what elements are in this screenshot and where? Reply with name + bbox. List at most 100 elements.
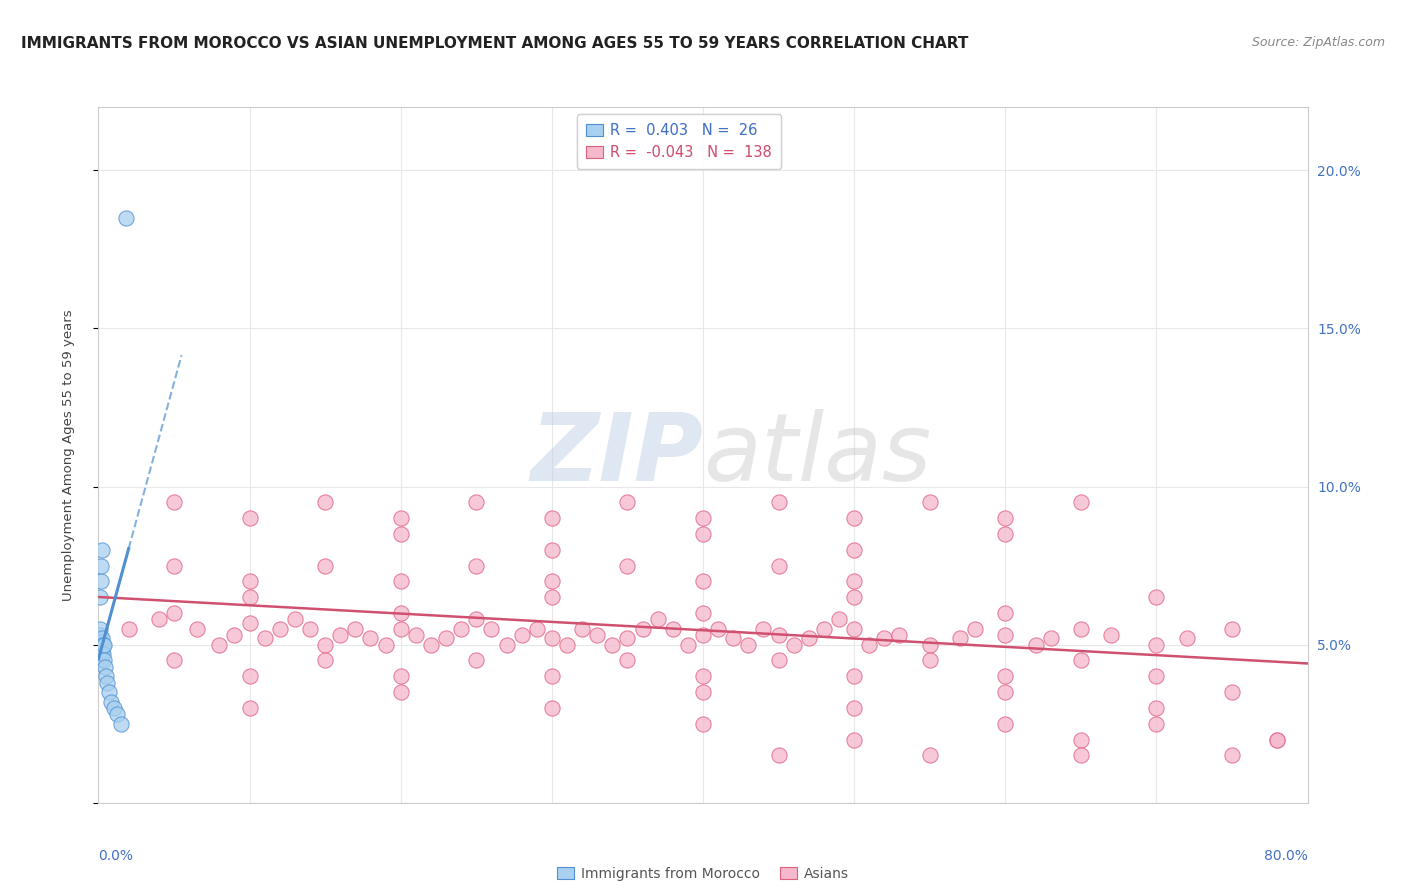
Point <box>389 574 412 589</box>
Point <box>90 638 112 652</box>
Point <box>314 558 336 573</box>
Point <box>1070 622 1092 636</box>
Point <box>540 574 562 589</box>
Point <box>89 622 111 636</box>
Point <box>89 638 111 652</box>
Y-axis label: Unemployment Among Ages 55 to 59 years: Unemployment Among Ages 55 to 59 years <box>62 310 75 600</box>
Point <box>994 669 1017 683</box>
Point <box>994 628 1017 642</box>
Point <box>389 685 412 699</box>
Point <box>1146 716 1168 731</box>
Legend: R =  0.403   N =  26, R =  -0.043   N =  138: R = 0.403 N = 26, R = -0.043 N = 138 <box>576 114 780 169</box>
Point <box>692 606 714 620</box>
Point <box>91 638 114 652</box>
Point <box>94 669 117 683</box>
Point <box>752 622 775 636</box>
Point <box>90 644 112 658</box>
Point <box>844 511 866 525</box>
Point <box>692 628 714 642</box>
Point <box>994 606 1017 620</box>
Point <box>253 632 276 646</box>
Point <box>495 638 517 652</box>
Point <box>1070 495 1092 509</box>
Point <box>389 622 412 636</box>
Point <box>844 591 866 605</box>
Point <box>768 558 790 573</box>
Point <box>299 622 322 636</box>
Point <box>768 748 790 763</box>
Point <box>858 638 880 652</box>
Point <box>344 622 367 636</box>
Point <box>828 612 851 626</box>
Point <box>676 638 699 652</box>
Point <box>1267 732 1289 747</box>
Point <box>844 669 866 683</box>
Point <box>616 632 638 646</box>
Point <box>994 716 1017 731</box>
Point <box>186 622 208 636</box>
Point <box>329 628 352 642</box>
Point <box>163 495 186 509</box>
Point <box>163 653 186 667</box>
Point <box>616 558 638 573</box>
Point <box>481 622 503 636</box>
Point <box>631 622 654 636</box>
Point <box>844 701 866 715</box>
Point <box>692 716 714 731</box>
Point <box>949 632 972 646</box>
Point <box>813 622 835 636</box>
Point <box>284 612 307 626</box>
Point <box>89 591 111 605</box>
Point <box>239 669 262 683</box>
Text: ZIP: ZIP <box>530 409 703 501</box>
Point <box>98 685 121 699</box>
Point <box>89 628 111 642</box>
Point <box>844 622 866 636</box>
Point <box>768 495 790 509</box>
Point <box>360 632 382 646</box>
Point <box>91 647 114 661</box>
Point <box>647 612 669 626</box>
Point <box>692 511 714 525</box>
Point <box>616 495 638 509</box>
Point <box>91 542 114 557</box>
Point <box>844 732 866 747</box>
Point <box>873 632 896 646</box>
Point <box>314 495 336 509</box>
Text: 80.0%: 80.0% <box>1264 849 1308 863</box>
Point <box>692 685 714 699</box>
Point <box>434 632 457 646</box>
Point <box>374 638 396 652</box>
Point <box>465 558 488 573</box>
Point <box>555 638 578 652</box>
Point <box>918 748 941 763</box>
Point <box>314 638 336 652</box>
Point <box>540 669 562 683</box>
Point <box>1146 638 1168 652</box>
Point <box>163 606 186 620</box>
Point <box>1146 701 1168 715</box>
Point <box>239 701 262 715</box>
Point <box>389 511 412 525</box>
Point <box>93 638 115 652</box>
Point <box>707 622 730 636</box>
Point <box>163 558 186 573</box>
Point <box>1070 653 1092 667</box>
Point <box>571 622 593 636</box>
Point <box>91 632 114 646</box>
Point <box>239 511 262 525</box>
Point <box>110 716 132 731</box>
Point <box>692 574 714 589</box>
Point <box>994 685 1017 699</box>
Point <box>1024 638 1046 652</box>
Point <box>450 622 472 636</box>
Point <box>389 527 412 541</box>
Point <box>1220 622 1243 636</box>
Text: atlas: atlas <box>703 409 931 500</box>
Point <box>465 612 488 626</box>
Point <box>918 495 941 509</box>
Point <box>465 495 488 509</box>
Point <box>1220 748 1243 763</box>
Point <box>602 638 624 652</box>
Text: IMMIGRANTS FROM MOROCCO VS ASIAN UNEMPLOYMENT AMONG AGES 55 TO 59 YEARS CORRELAT: IMMIGRANTS FROM MOROCCO VS ASIAN UNEMPLO… <box>21 36 969 51</box>
